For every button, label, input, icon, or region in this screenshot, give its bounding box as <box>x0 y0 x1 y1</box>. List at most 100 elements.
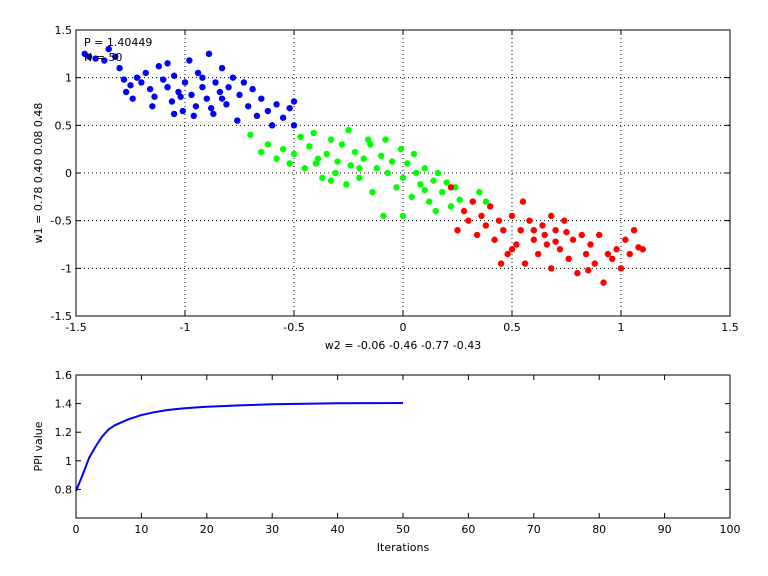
data-point <box>205 50 213 58</box>
data-point <box>85 53 93 60</box>
data-point <box>552 227 559 234</box>
data-point <box>332 169 339 177</box>
data-point <box>630 227 638 234</box>
data-point <box>388 158 396 165</box>
data-point <box>465 217 472 224</box>
data-point <box>142 69 149 77</box>
data-point <box>578 231 585 239</box>
data-point <box>323 150 330 158</box>
annotation-text: P = 1.40449 <box>84 36 152 49</box>
data-point <box>404 160 411 167</box>
data-point <box>216 88 224 96</box>
data-point <box>273 101 280 108</box>
data-point <box>380 212 387 220</box>
data-point <box>369 188 376 196</box>
data-point <box>378 152 385 160</box>
series-line <box>75 402 404 492</box>
data-point <box>541 231 548 239</box>
data-point <box>526 217 533 224</box>
data-point <box>556 246 564 253</box>
data-point <box>408 193 415 201</box>
data-point <box>351 148 359 156</box>
data-point <box>447 184 455 191</box>
y-tick-label: 1 <box>65 455 72 468</box>
data-point <box>258 148 265 156</box>
data-point <box>240 79 248 86</box>
data-point <box>334 158 341 165</box>
data-point <box>218 95 226 102</box>
y-tick-label: 1.2 <box>55 426 73 439</box>
data-point <box>279 145 287 153</box>
data-point <box>269 122 276 129</box>
y-tick-label: 0.8 <box>55 483 73 496</box>
data-point <box>432 207 439 215</box>
data-point <box>563 228 570 236</box>
x-tick-label: 0.5 <box>503 321 521 334</box>
data-point <box>290 98 298 105</box>
data-point <box>430 177 437 184</box>
data-point <box>495 217 503 224</box>
data-point <box>327 177 335 184</box>
x-tick-label: 40 <box>331 523 345 536</box>
data-point <box>347 162 354 169</box>
scatter-plot: -1.5 -1 -0.5 0 0.5 1 1.5 -1.5 -1 -0.5 0 0.5 1 1.5 w2 =… <box>32 24 739 352</box>
x-tick-label: 70 <box>527 523 541 536</box>
data-point <box>508 212 516 220</box>
data-point <box>116 64 123 72</box>
x-tick-label: 30 <box>265 523 279 536</box>
data-point <box>286 104 293 112</box>
x-tick-label: 1.5 <box>721 321 739 334</box>
data-point <box>179 107 187 115</box>
x-tick-label: 100 <box>720 523 741 536</box>
x-tick-label: -0.5 <box>283 321 304 334</box>
y-tick-label: -1.5 <box>51 310 72 323</box>
data-point <box>364 136 372 143</box>
data-point <box>264 107 272 115</box>
data-point <box>384 169 391 177</box>
data-point <box>314 155 322 162</box>
data-point <box>149 103 156 110</box>
data-point <box>548 212 555 220</box>
data-point <box>447 203 455 210</box>
data-point <box>229 74 237 81</box>
data-point <box>190 112 197 120</box>
data-point <box>517 227 524 234</box>
data-point <box>626 250 633 258</box>
data-point <box>548 265 555 272</box>
data-point <box>617 265 625 272</box>
x-tick-label: 80 <box>592 523 606 536</box>
data-point <box>120 76 128 83</box>
data-point <box>234 117 241 124</box>
data-point <box>199 84 206 91</box>
data-point <box>410 150 418 158</box>
data-point <box>203 95 210 102</box>
data-point <box>245 103 252 110</box>
data-point <box>247 131 254 139</box>
data-point <box>175 88 182 96</box>
data-point <box>482 222 490 229</box>
data-point <box>188 91 195 99</box>
data-point <box>456 196 463 203</box>
y-tick-label: 0 <box>65 167 72 180</box>
data-point <box>249 85 256 93</box>
x-tick-label: 20 <box>200 523 214 536</box>
x-tick-label: 60 <box>461 523 475 536</box>
data-point <box>425 198 433 205</box>
data-point <box>105 45 112 53</box>
data-point <box>482 198 490 205</box>
data-point <box>497 260 505 267</box>
data-point <box>521 260 529 267</box>
data-point <box>367 141 374 148</box>
data-point <box>417 181 424 188</box>
y-tick-label: 1 <box>65 72 72 85</box>
data-point <box>186 57 193 64</box>
data-point <box>373 165 381 172</box>
data-point <box>192 103 200 110</box>
data-point <box>473 231 481 239</box>
data-point <box>585 267 592 274</box>
data-point <box>343 181 350 188</box>
data-point <box>310 129 317 137</box>
data-point <box>225 84 232 91</box>
